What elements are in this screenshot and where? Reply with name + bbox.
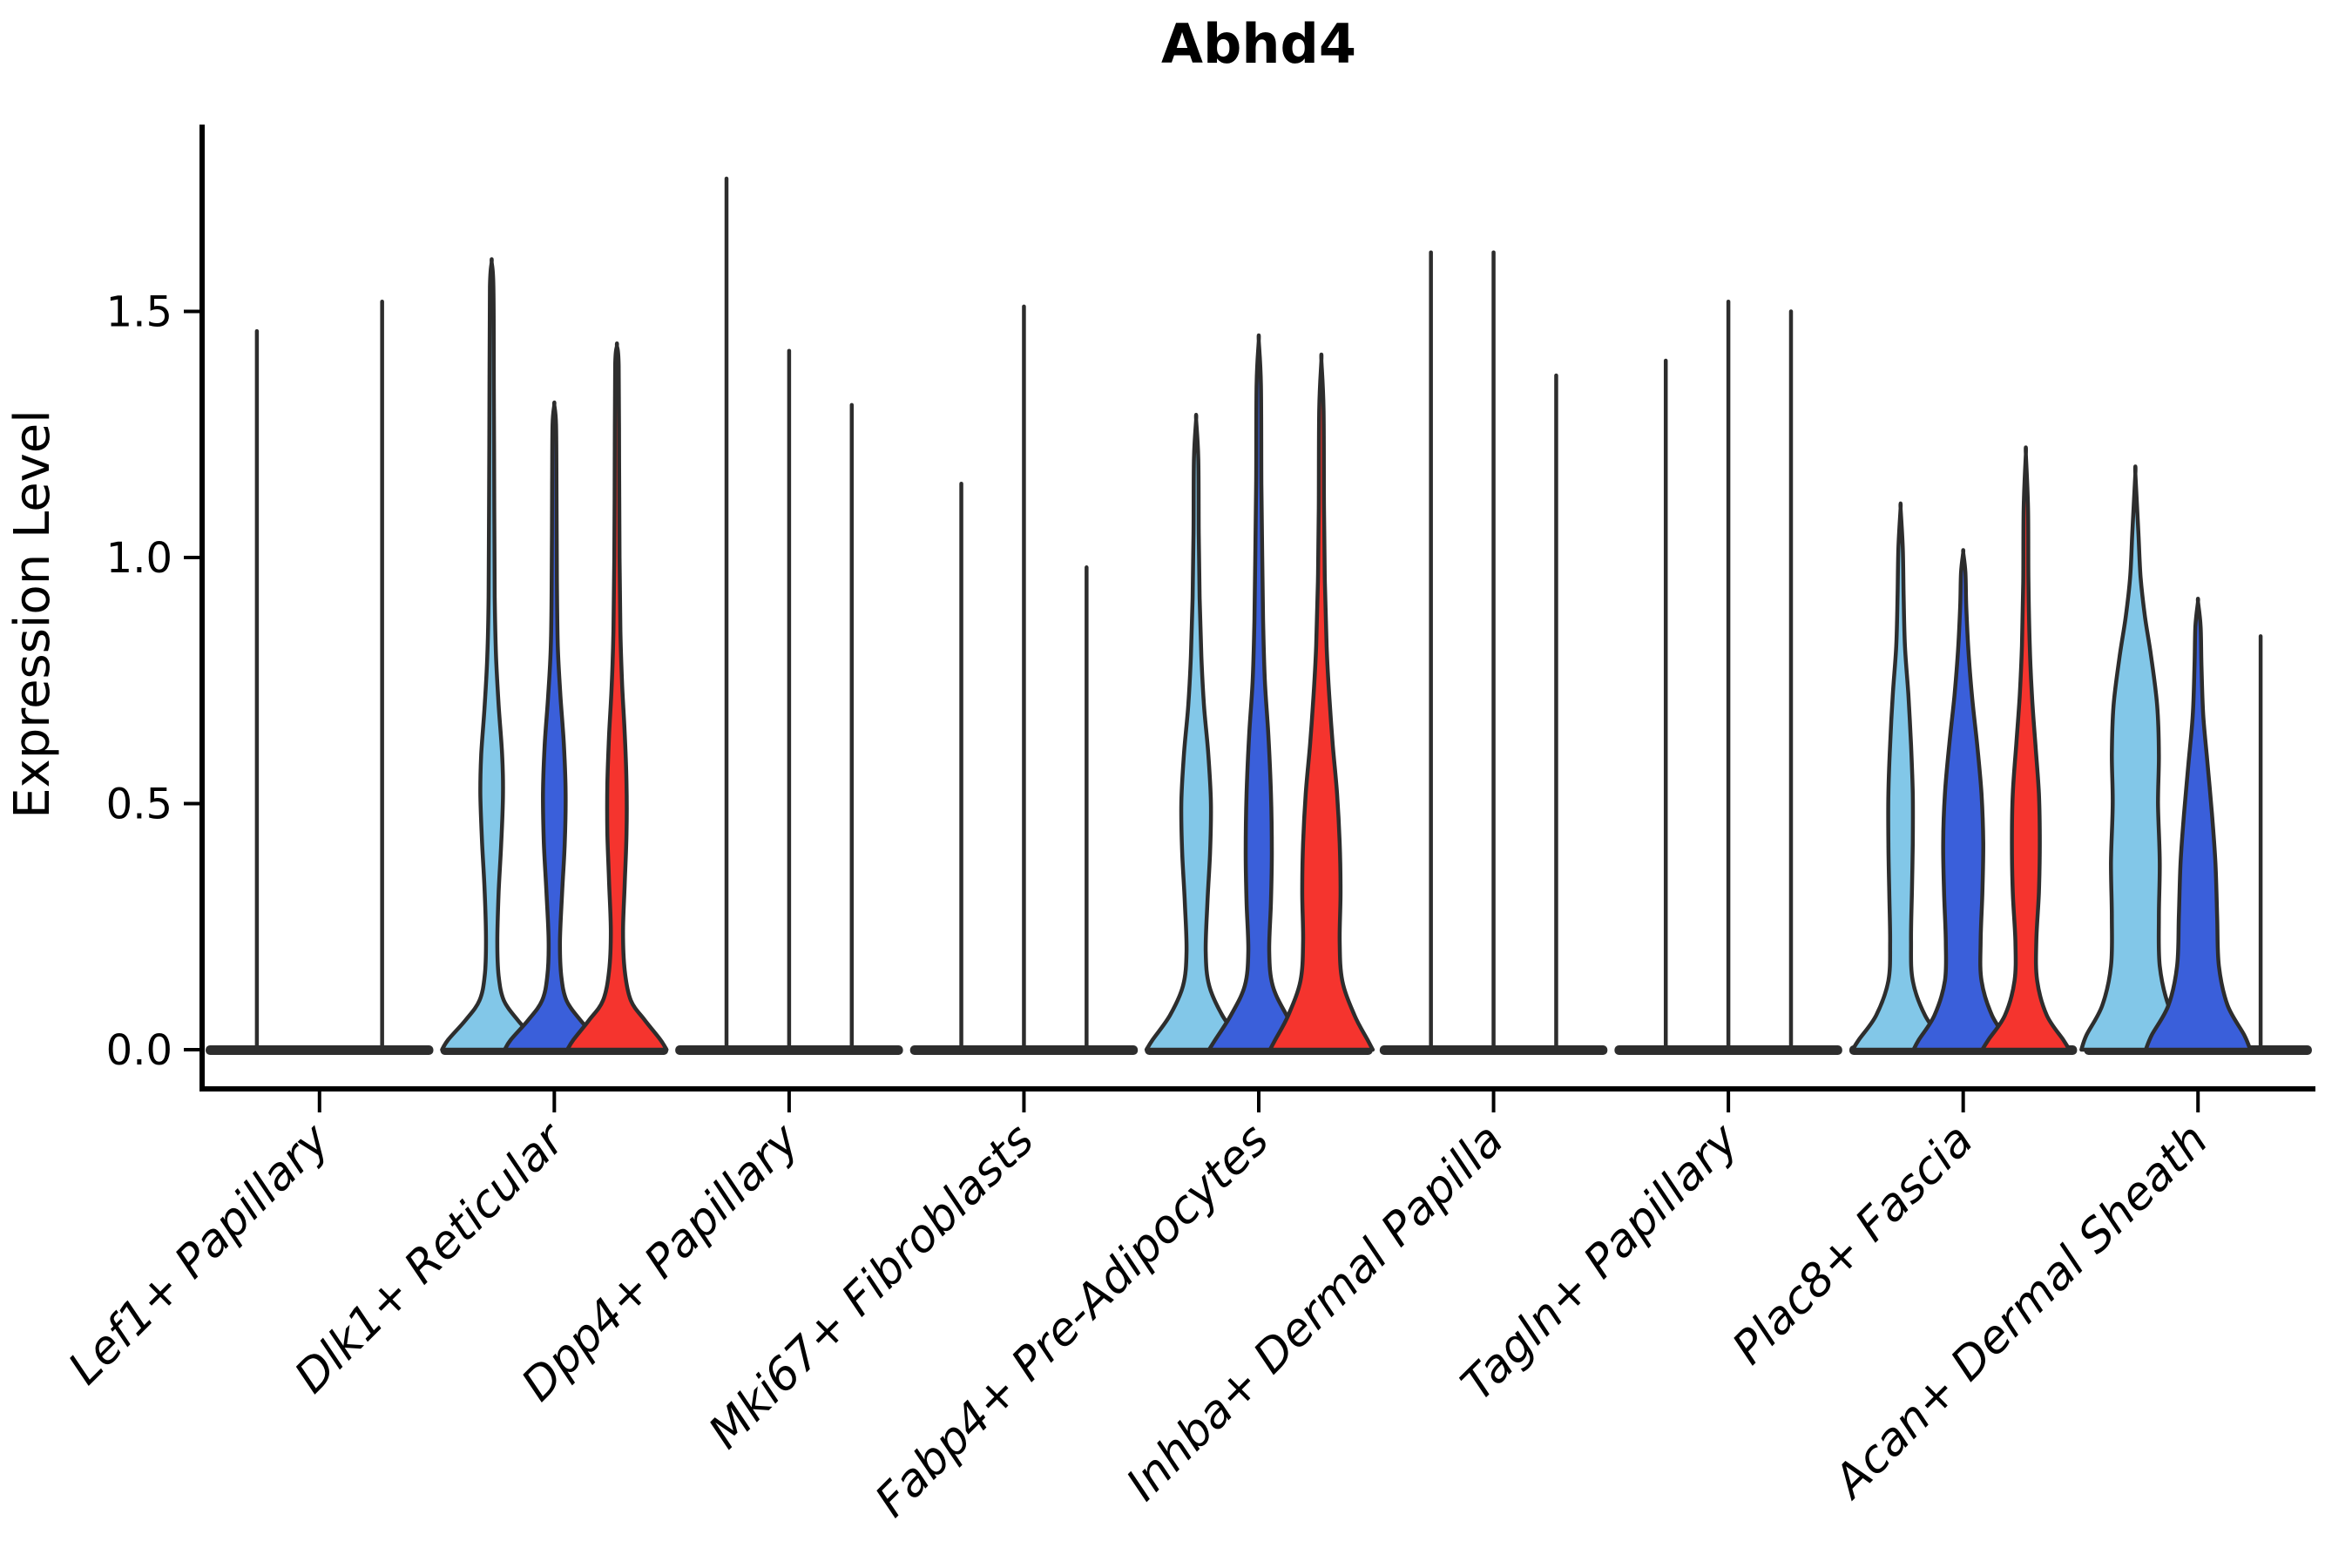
violin-body-blue [503, 400, 606, 1052]
chart-title: Abhd4 [1161, 12, 1356, 76]
violin-body-blue [1206, 333, 1311, 1052]
y-tick-label: 1.0 [106, 534, 172, 583]
x-tick-label: Fabp4+ Pre-Adipocytes [866, 1114, 1280, 1528]
y-tick-label: 1.5 [106, 288, 172, 337]
violin-body-light_blue [440, 257, 544, 1052]
x-tick-label: Plac8+ Fascia [1723, 1114, 1984, 1375]
violin-body-light_blue [2079, 464, 2192, 1052]
violin-body-red [1267, 352, 1375, 1052]
y-tick-label: 0.0 [106, 1026, 172, 1075]
violin-body-light_blue [1850, 501, 1951, 1052]
violin-body-light_blue [1144, 412, 1248, 1052]
x-tick-label: Inhba+ Dermal Papilla [1117, 1114, 1514, 1511]
x-tick-label: Acan+ Dermal Sheath [1822, 1114, 2218, 1510]
y-axis-label: Expression Level [4, 409, 61, 819]
violin-body-red [564, 341, 669, 1052]
y-tick-label: 0.5 [106, 781, 172, 829]
violin-body-blue [1911, 548, 2015, 1052]
violin-body-blue [2143, 597, 2253, 1052]
group-baseline-bar [206, 1045, 434, 1055]
violin-body-red [1980, 445, 2072, 1052]
